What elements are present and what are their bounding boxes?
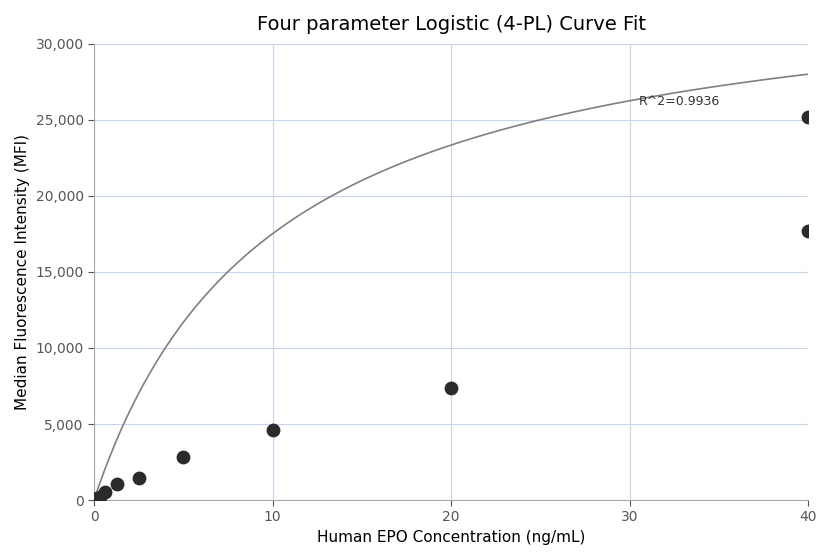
Point (93, 492, 106, 501)
Title: Four parameter Logistic (4-PL) Curve Fit: Four parameter Logistic (4-PL) Curve Fit (257, 15, 646, 34)
Point (91, 494, 104, 503)
X-axis label: Human EPO Concentration (ng/mL): Human EPO Concentration (ng/mL) (317, 530, 586, 545)
Point (132, 474, 146, 483)
Point (110, 479, 123, 488)
Text: R^2=0.9936: R^2=0.9936 (639, 95, 720, 108)
Y-axis label: Median Fluorescence Intensity (MFI): Median Fluorescence Intensity (MFI) (15, 134, 30, 410)
Point (177, 452, 191, 461)
Point (801, 113, 815, 122)
Point (444, 384, 458, 393)
Point (99, 488, 112, 497)
Point (801, 226, 815, 235)
Point (87, 495, 101, 504)
Point (266, 426, 280, 435)
